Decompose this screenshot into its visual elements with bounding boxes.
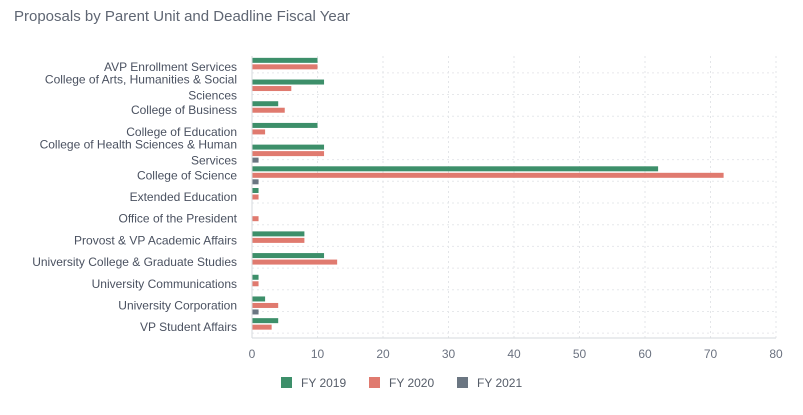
x-tick-label: 60: [638, 347, 652, 361]
bar-fy-2019: [252, 166, 659, 172]
category-label: VP Student Affairs: [140, 320, 237, 334]
bar-fy-2020: [252, 324, 272, 330]
bar-fy-2021: [252, 157, 259, 163]
legend-label: FY 2020: [389, 376, 434, 390]
category-label: University College & Graduate Studies: [32, 255, 237, 269]
bar-fy-2020: [252, 151, 325, 157]
x-tick-label: 80: [769, 347, 783, 361]
bar-fy-2019: [252, 101, 279, 107]
bar-fy-2020: [252, 259, 338, 265]
x-tick-label: 0: [249, 347, 256, 361]
bar-fy-2019: [252, 57, 318, 63]
legend-swatch: [457, 377, 468, 388]
category-label: AVP Enrollment Services: [104, 60, 237, 74]
bar-fy-2019: [252, 231, 305, 237]
bar-fy-2021: [252, 309, 259, 315]
bar-fy-2020: [252, 86, 292, 92]
category-label: Provost & VP Academic Affairs: [74, 233, 237, 247]
bar-fy-2019: [252, 253, 325, 259]
bar-fy-2021: [252, 179, 259, 185]
legend-label: FY 2021: [477, 376, 522, 390]
bar-fy-2020: [252, 194, 259, 200]
bar-fy-2020: [252, 216, 259, 222]
category-label: College of Education: [126, 125, 237, 139]
bar-fy-2020: [252, 281, 259, 287]
category-label: College of Health Sciences & Human: [40, 138, 237, 152]
category-label: Extended Education: [130, 190, 237, 204]
bar-fy-2019: [252, 318, 279, 324]
x-tick-label: 10: [311, 347, 325, 361]
bar-fy-2019: [252, 188, 259, 193]
legend-swatch: [281, 377, 292, 388]
category-label: University Communications: [92, 277, 237, 291]
category-label: Services: [191, 154, 237, 168]
category-label: College of Business: [131, 103, 237, 117]
bar-fy-2020: [252, 237, 305, 243]
legend-label: FY 2019: [301, 376, 346, 390]
bar-fy-2020: [252, 64, 318, 70]
bar-fy-2019: [252, 296, 266, 302]
category-label: University Corporation: [118, 298, 237, 312]
category-label: College of Arts, Humanities & Social: [45, 73, 237, 87]
bar-fy-2019: [252, 144, 325, 150]
bar-fy-2020: [252, 172, 724, 178]
bar-fy-2020: [252, 302, 279, 308]
category-label: Office of the President: [118, 212, 237, 226]
x-tick-label: 70: [704, 347, 718, 361]
bar-fy-2019: [252, 79, 325, 85]
x-tick-label: 30: [442, 347, 456, 361]
x-tick-label: 40: [507, 347, 521, 361]
bar-fy-2019: [252, 274, 259, 280]
category-label: College of Science: [137, 168, 237, 182]
bar-fy-2020: [252, 107, 285, 113]
chart-title: Proposals by Parent Unit and Deadline Fi…: [14, 8, 351, 25]
legend-swatch: [369, 377, 380, 388]
x-tick-label: 20: [376, 347, 390, 361]
bar-fy-2020: [252, 129, 266, 135]
x-tick-label: 50: [573, 347, 587, 361]
category-label: Sciences: [188, 89, 237, 103]
bar-fy-2019: [252, 122, 318, 128]
